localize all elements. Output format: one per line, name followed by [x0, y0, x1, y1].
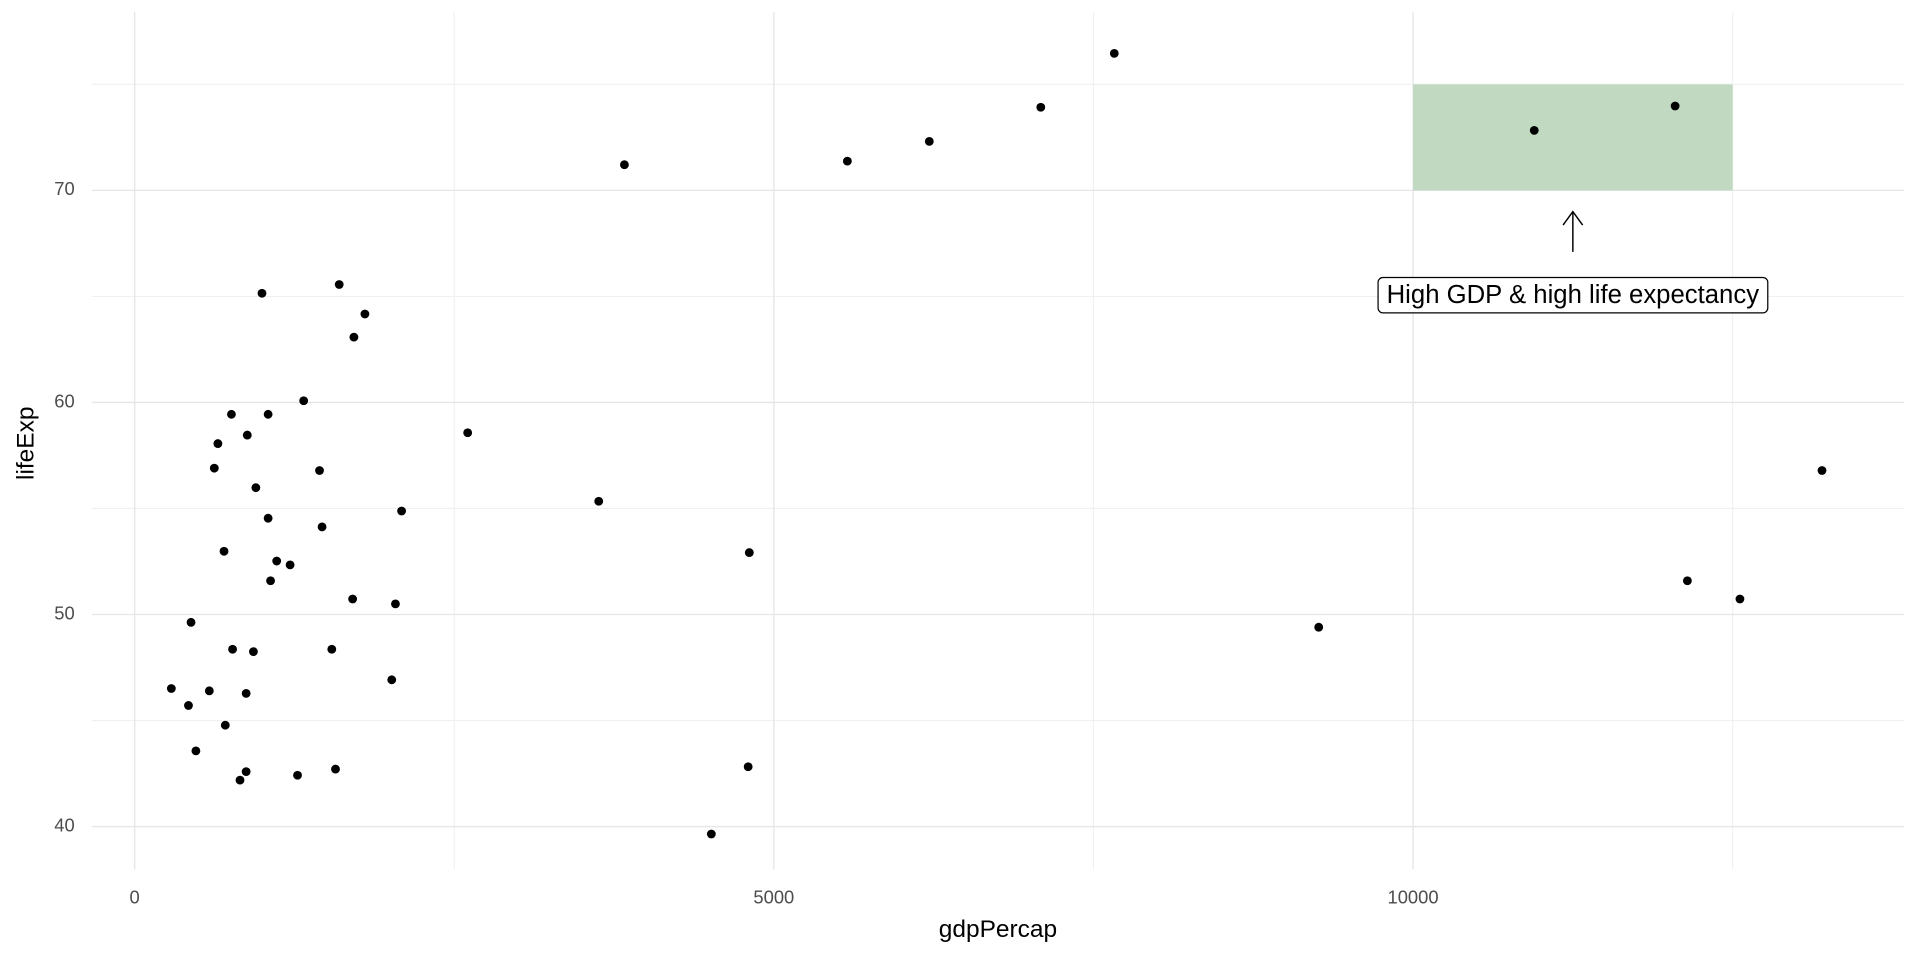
y-tick-label: 70 — [54, 178, 74, 199]
y-tick-label: 60 — [54, 390, 74, 411]
point — [184, 701, 193, 710]
point — [227, 409, 236, 419]
point — [263, 409, 273, 419]
point — [387, 675, 397, 685]
highlight-region — [1413, 84, 1733, 191]
point — [1036, 102, 1046, 112]
point — [1670, 101, 1680, 111]
point — [219, 546, 229, 556]
point — [463, 428, 473, 438]
point — [186, 617, 196, 627]
x-axis-title: gdpPercap — [939, 916, 1057, 943]
point — [348, 594, 358, 604]
point — [1529, 125, 1539, 135]
point — [842, 156, 852, 166]
point — [391, 599, 400, 609]
point — [1109, 48, 1119, 58]
y-tick-label: 40 — [54, 814, 74, 835]
point — [315, 466, 324, 475]
point — [743, 762, 753, 772]
point — [249, 647, 258, 657]
point — [191, 746, 201, 756]
point — [594, 496, 604, 506]
point — [266, 576, 275, 586]
annotation-arrowhead — [1562, 210, 1584, 226]
point — [242, 430, 252, 440]
point — [327, 644, 337, 654]
point — [317, 522, 327, 532]
point — [257, 288, 267, 298]
point — [1735, 594, 1745, 604]
point — [744, 548, 754, 557]
point — [272, 556, 282, 566]
point — [334, 280, 344, 289]
point — [293, 770, 302, 780]
x-tick-label: 0 — [130, 887, 140, 908]
point — [924, 136, 934, 146]
point — [209, 463, 219, 473]
point — [706, 829, 716, 839]
point — [1682, 576, 1692, 586]
y-axis-title: lifeExp — [12, 407, 39, 480]
point — [166, 684, 176, 693]
point — [263, 513, 273, 523]
point — [1314, 622, 1324, 632]
x-tick-label: 10000 — [1388, 887, 1439, 908]
point — [285, 560, 295, 570]
annotation-label: High GDP & high life expectancy — [1387, 281, 1760, 309]
point — [228, 644, 237, 654]
x-tick-label: 5000 — [753, 887, 794, 908]
point — [213, 439, 223, 448]
y-tick-label: 50 — [54, 602, 74, 623]
point — [241, 767, 251, 777]
point — [349, 332, 359, 342]
point — [360, 309, 370, 319]
point — [299, 396, 309, 406]
point — [1817, 466, 1827, 475]
point — [331, 764, 340, 774]
annotation-box — [1377, 276, 1769, 314]
point — [204, 686, 214, 696]
point — [235, 775, 245, 785]
point — [397, 506, 406, 516]
point — [620, 160, 629, 170]
point — [220, 720, 230, 730]
point — [251, 483, 261, 493]
point — [241, 688, 251, 698]
